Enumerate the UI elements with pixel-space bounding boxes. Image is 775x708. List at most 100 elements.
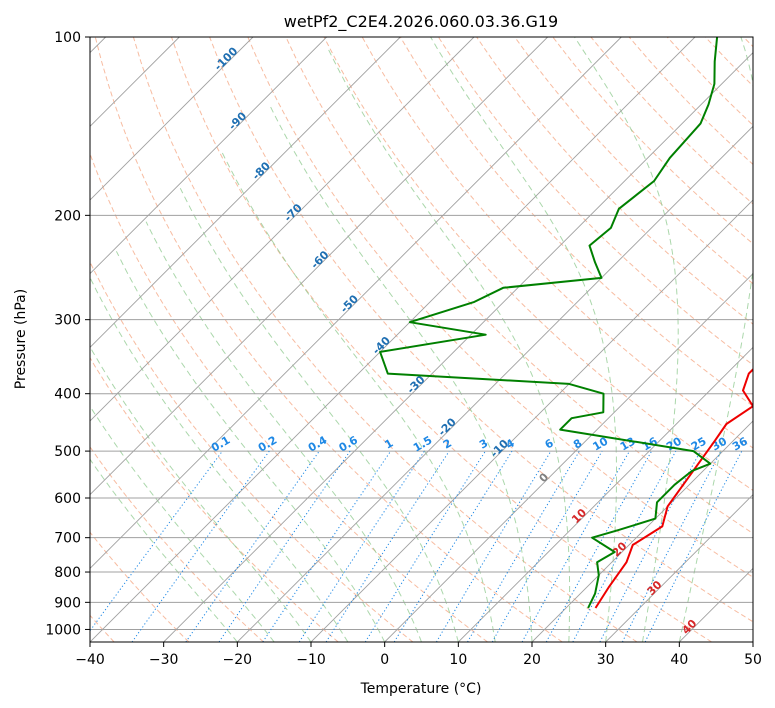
mixing-ratio-line [325,450,450,642]
isotherm-label: -70 [282,201,305,224]
dry-adiabat [704,37,753,87]
dry-adiabat [209,37,753,623]
moist-adiabat [678,37,753,642]
dry-adiabat [170,37,712,642]
moist-adiabat [430,37,617,642]
isotherm [90,37,696,642]
isotherm-label: 30 [645,578,665,598]
moist-adiabat [90,458,238,642]
mixing-ratio-line [90,450,223,632]
dry-adiabat [132,37,638,642]
isotherm [310,199,753,642]
dry-adiabat [90,152,488,642]
dry-adiabat [94,37,563,642]
dry-adiabat [666,37,753,126]
y-tick-label: 500 [54,444,81,460]
dry-adiabats [90,10,775,642]
y-tick-label: 600 [54,491,81,507]
mixing-ratio-lines [90,450,743,642]
moist-adiabat [145,221,422,642]
isotherm [90,37,475,422]
x-tick-label: −20 [223,652,253,668]
y-tick-label: 900 [54,595,81,611]
y-axis: 100 200 300 400 500 600 700 800 900 1000 [45,30,90,638]
dry-adiabat [323,37,753,491]
moist-adiabat [115,251,386,642]
isotherm-label: -100 [212,44,241,73]
isotherm-label: -60 [308,248,331,271]
chart-title: wetPf2_C2E4.2026.060.03.36.G19 [284,12,558,32]
isotherm [90,37,254,201]
isotherm [605,494,753,642]
dry-adiabat [247,37,753,578]
plot-frame [89,36,754,643]
x-tick-label: −10 [296,652,326,668]
plot-area: -100-90-80-70-60-50-40-30-20-10010203040… [90,10,775,642]
y-axis-title: Pressure (hPa) [13,289,29,389]
dewpoint-line [379,37,719,609]
x-tick-label: 20 [523,652,541,668]
x-tick-label: 40 [670,652,688,668]
x-tick-label: 50 [744,652,762,668]
dry-adiabat [90,260,414,642]
mixing-ratio-line [467,450,580,642]
dry-adiabat [755,10,775,642]
mixing-ratio-line [435,450,552,642]
isotherms [90,37,753,642]
x-axis: −40 −30 −20 −10 0 10 20 30 40 50 [75,642,762,668]
isotherm-label: -50 [338,292,361,315]
dry-adiabat [476,37,753,325]
moist-adiabat [90,345,312,642]
moist-adiabat [328,49,571,642]
dry-adiabat [90,446,264,642]
isotherm [237,125,753,642]
dry-adiabat [90,531,190,642]
y-tick-label: 200 [54,208,81,224]
moist-adiabat [179,187,459,642]
isotherm [90,37,548,496]
x-axis-title: Temperature (°C) [360,681,482,697]
y-tick-label: 1000 [45,622,81,638]
dry-adiabat [552,37,753,245]
moist-adiabat [90,405,275,642]
y-tick-label: 300 [54,313,81,329]
mixing-ratio-line [621,450,722,642]
mixing-ratio-label: 6 [543,436,556,451]
mixing-ratio-line [298,450,425,642]
dry-adiabat [90,356,339,642]
isotherm-label: -80 [250,159,273,182]
mixing-ratio-line [131,450,270,642]
mixing-ratio-line [644,450,743,642]
x-tick-label: −30 [149,652,179,668]
mixing-ratio-line [218,450,351,642]
isotherm-label: -90 [226,109,249,132]
y-tick-label: 700 [54,531,81,547]
mixing-ratio-label: 2 [441,437,454,452]
profile-series [379,37,753,609]
mixing-ratio-line [491,450,603,642]
isotherm [90,37,327,275]
isotherm [458,346,753,642]
x-tick-label: −40 [75,652,105,668]
isotherm-label: 40 [679,617,699,637]
x-tick-label: 30 [597,652,615,668]
moist-adiabat [268,104,533,642]
isotherm [531,420,753,642]
isotherm [90,37,622,569]
moist-adiabat [574,37,679,642]
dry-adiabat [742,37,753,48]
dry-adiabat [361,37,753,449]
dry-adiabat [437,37,753,366]
isotherm-label: 10 [569,506,589,526]
isotherm [90,37,401,348]
isotherm [163,52,753,642]
y-tick-label: 100 [54,30,81,46]
moist-adiabats [90,37,753,642]
y-tick-label: 400 [54,387,81,403]
x-tick-label: 0 [380,652,389,668]
isobars [90,37,753,630]
dry-adiabat [514,37,753,285]
isotherm-label: 20 [610,539,630,559]
mixing-ratio-line [262,450,392,642]
